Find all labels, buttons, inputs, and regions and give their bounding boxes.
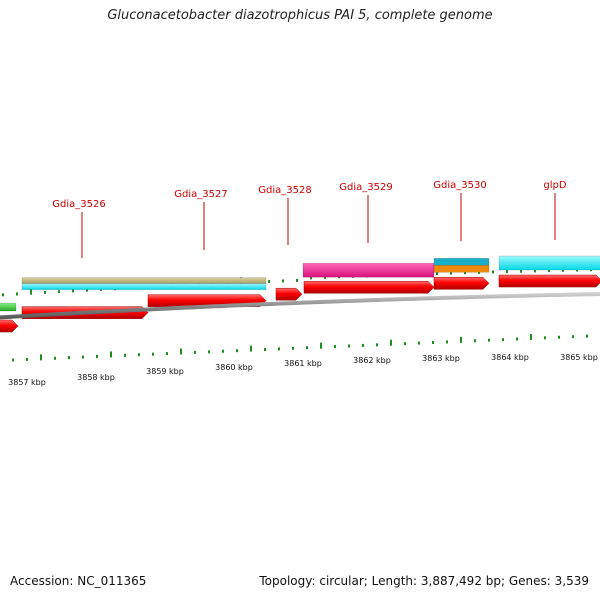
tick-mark <box>492 270 494 274</box>
tick-mark <box>548 269 550 273</box>
scale-tick <box>502 338 504 342</box>
scale-tick <box>530 333 532 340</box>
scale-tick <box>12 358 14 362</box>
scale-tick <box>586 334 588 338</box>
cds-arrow <box>303 280 435 294</box>
scale-tick <box>82 355 84 359</box>
tick-mark <box>324 275 326 279</box>
gene-label-gdia_3527: Gdia_3527 <box>174 189 227 200</box>
scale-tick <box>390 339 392 346</box>
feature-magenta <box>302 262 435 278</box>
tick-mark <box>464 271 466 275</box>
scale-tick <box>264 348 266 351</box>
scale-tick <box>376 343 378 347</box>
scale-tick <box>222 349 224 353</box>
scale-tick <box>292 346 294 350</box>
tick-mark <box>534 269 536 273</box>
scale-label: 3864 kbp <box>491 353 529 362</box>
gene-label-glpd: glpD <box>543 180 566 191</box>
scale-tick <box>334 345 336 349</box>
tick-mark <box>268 280 270 284</box>
scale-tick <box>320 342 322 349</box>
scale-label: 3859 kbp <box>146 367 184 376</box>
scale-tick <box>306 346 308 350</box>
scale-tick <box>516 337 518 341</box>
feature-tracks <box>0 255 600 333</box>
scale-label: 3863 kbp <box>422 354 460 363</box>
page-title: Gluconacetobacter diazotrophicus PAI 5, … <box>107 8 493 23</box>
scale-tick <box>446 340 448 344</box>
scale-ticks: 3857 kbp 3858 kbp 3859 kbp 3860 kbp 3861 kbp… <box>8 333 598 387</box>
tick-mark <box>44 290 46 294</box>
scale-tick <box>40 354 42 361</box>
scale-tick <box>278 347 280 351</box>
scale-tick <box>474 339 476 343</box>
feature-cyan-glpd <box>498 255 600 271</box>
scale-label: 3860 kbp <box>215 363 253 372</box>
scale-tick <box>208 350 210 354</box>
scale-label: 3857 kbp <box>8 378 46 387</box>
scale-tick <box>404 342 406 346</box>
tick-mark <box>506 270 508 274</box>
scale-tick <box>152 352 154 356</box>
tick-mark <box>58 290 60 294</box>
scale-tick <box>460 336 462 343</box>
scale-tick <box>348 344 350 348</box>
scale-tick <box>138 353 140 357</box>
scale-label: 3858 kbp <box>77 373 115 382</box>
tick-mark <box>296 278 298 282</box>
cds-arrow <box>0 319 19 333</box>
scale-tick <box>544 336 546 340</box>
gene-labels: Gdia_3526 Gdia_3527 Gdia_3528 Gdia_3529 Gdia… <box>52 180 567 210</box>
scale-tick <box>432 341 434 344</box>
tick-mark <box>86 288 88 292</box>
scale-tick <box>110 351 112 358</box>
scale-tick <box>488 338 490 342</box>
scale-tick <box>180 348 182 355</box>
cds-arrow <box>498 274 600 288</box>
tick-mark <box>562 268 564 272</box>
genome-backbone <box>0 291 600 320</box>
tick-mark <box>436 272 438 276</box>
genome-summary-text: Topology: circular; Length: 3,887,492 bp… <box>259 574 589 588</box>
scale-tick <box>194 350 196 354</box>
gene-label-gdia_3528: Gdia_3528 <box>258 185 311 196</box>
scale-tick <box>96 355 98 358</box>
scale-label: 3862 kbp <box>353 356 391 365</box>
scale-tick <box>418 341 420 345</box>
scale-tick <box>124 353 126 357</box>
scale-tick <box>166 352 168 356</box>
scale-tick <box>26 357 28 361</box>
scale-label: 3861 kbp <box>284 359 322 368</box>
tick-mark <box>2 293 4 297</box>
tick-mark <box>30 287 32 295</box>
scale-tick <box>362 343 364 347</box>
scale-label: 3865 kbp <box>560 353 598 362</box>
accession-text: Accession: NC_011365 <box>10 574 147 588</box>
scale-tick <box>558 335 560 339</box>
scale-tick <box>236 349 238 353</box>
tick-mark <box>282 279 284 283</box>
tick-mark <box>16 292 18 296</box>
gene-label-gdia_3530: Gdia_3530 <box>433 180 486 191</box>
tick-mark <box>72 289 74 293</box>
scale-tick <box>54 356 56 360</box>
feature-green <box>0 302 17 312</box>
label-leader-lines <box>81 193 556 258</box>
tick-mark <box>478 270 480 274</box>
gene-label-gdia_3526: Gdia_3526 <box>52 199 105 210</box>
cds-arrow <box>433 277 490 290</box>
feature-orange <box>433 265 490 273</box>
feature-teal <box>433 258 490 266</box>
feature-cyan <box>21 283 267 290</box>
feature-tan <box>21 277 267 284</box>
cds-arrow <box>275 287 303 301</box>
scale-tick <box>250 345 252 352</box>
scale-tick <box>68 356 70 360</box>
scale-tick <box>572 335 574 339</box>
gene-label-gdia_3529: Gdia_3529 <box>339 182 392 193</box>
